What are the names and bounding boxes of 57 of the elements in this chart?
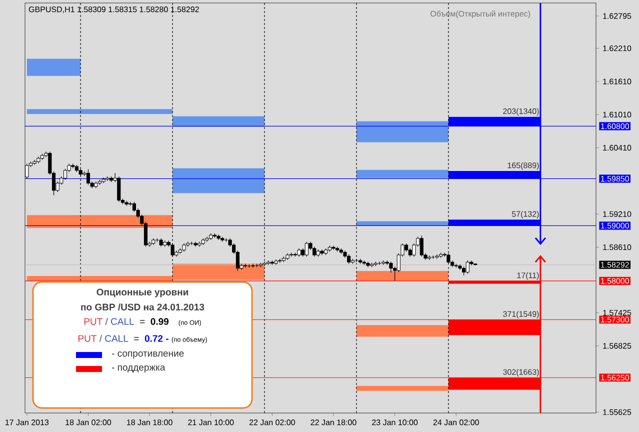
band-label: 57(132)	[512, 210, 539, 218]
y-tick-label: 1.57425	[603, 310, 632, 316]
ref-line-label: 1.58000	[601, 278, 630, 284]
candlestick	[63, 168, 68, 180]
annotation: - сопротивление	[112, 351, 184, 359]
annotation: по GBP /USD на 24.01.2013	[81, 303, 204, 311]
annotation: /	[99, 334, 102, 342]
ref-line-label: 1.56250	[601, 374, 630, 380]
candlestick	[117, 176, 121, 202]
candlestick	[304, 241, 308, 257]
ref-line-label: 1.59850	[601, 176, 630, 182]
annotation: 0.72 -	[144, 335, 168, 342]
ref-line-label: 1.60800	[601, 123, 630, 130]
candlestick	[420, 235, 424, 257]
band-label: 203(1340)	[503, 108, 539, 116]
annotation: PUT	[84, 318, 102, 325]
chart-title: GBPUSD,H1 1.58309 1.58315 1.58280 1.58292	[28, 6, 199, 14]
y-tick-label: 1.62210	[603, 45, 632, 52]
ref-line-label: 1.58292	[601, 262, 629, 268]
band-label: 17(11)	[517, 272, 539, 280]
y-tick-label: 1.56825	[603, 343, 632, 349]
annotation: CALL	[111, 318, 134, 325]
y-tick-label: 1.60410	[603, 144, 632, 151]
x-tick-label: 21 Jan 10:00	[188, 420, 234, 426]
candlestick	[216, 234, 220, 240]
candlestick	[435, 254, 439, 260]
x-tick-label: 17 Jan 2013	[6, 420, 49, 426]
y-tick-label: 1.58610	[603, 244, 632, 250]
x-tick-label: 23 Jan 10:00	[372, 420, 418, 426]
candlestick	[466, 260, 470, 274]
band-label: 371(1549)	[503, 310, 539, 318]
annotation: Объем(Открытый интерес)	[430, 10, 530, 18]
band-label: 302(1663)	[503, 368, 539, 376]
x-tick-label: 18 Jan 02:00	[66, 420, 112, 426]
y-tick-label: 1.61010	[603, 112, 632, 118]
y-tick-label: 1.59210	[603, 211, 632, 217]
candlestick	[347, 254, 351, 264]
ref-line-label: 1.59000	[601, 222, 630, 229]
annotation: 0.99	[150, 318, 169, 325]
annotation: =	[140, 320, 145, 324]
x-tick-label: 22 Jan 02:00	[249, 420, 295, 426]
candlestick	[86, 169, 90, 186]
annotation: PUT	[78, 335, 96, 342]
ref-line-label: 1.57300	[601, 316, 630, 322]
annotation: =	[134, 337, 139, 340]
annotation: /	[105, 318, 108, 325]
annotation: Опционные уровни	[96, 288, 188, 298]
x-tick-label: 24 Jan 02:00	[433, 420, 479, 426]
x-tick-label: 18 Jan 18:00	[127, 420, 172, 426]
y-tick-label: 1.55625	[603, 409, 632, 416]
y-tick-label: 1.61610	[603, 78, 632, 84]
annotation: CALL	[105, 335, 128, 342]
x-tick-label: 22 Jan 18:00	[310, 420, 356, 426]
y-tick-label: 1.62795	[603, 13, 632, 19]
band-label: 165(889)	[508, 162, 539, 170]
candlestick	[320, 249, 324, 256]
annotation: - поддержка	[112, 365, 166, 373]
